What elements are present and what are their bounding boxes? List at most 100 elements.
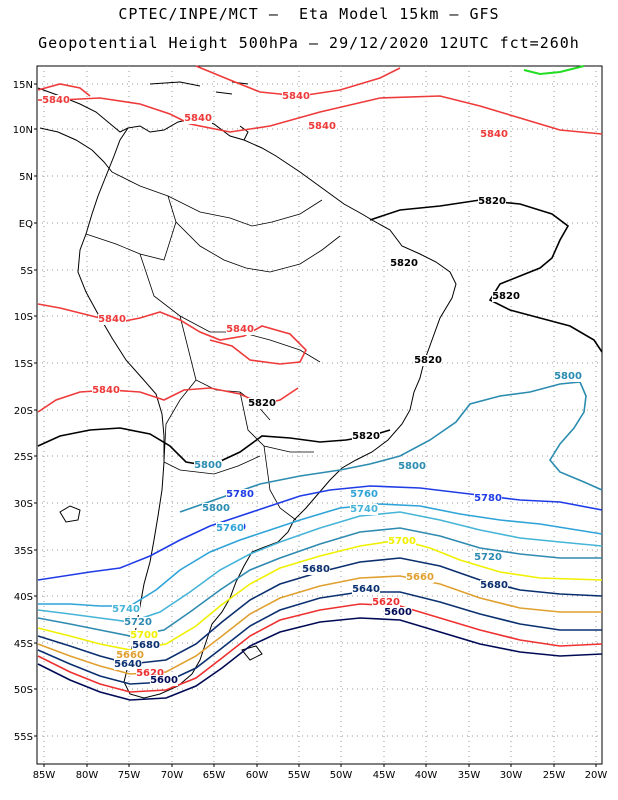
contour-label-5740: 5740	[112, 604, 140, 615]
contour-label-5600: 5600	[150, 675, 178, 686]
contour-label-bg	[136, 668, 164, 679]
contour-label-5820: 5820	[390, 258, 418, 269]
contour-label-5680: 5680	[480, 580, 508, 591]
contour-5600	[37, 617, 603, 701]
lat-tick-label: 40S	[14, 592, 33, 603]
lon-tick-label: 80W	[76, 770, 99, 781]
contour-label-5840: 5840	[308, 121, 336, 132]
lat-tick-label: 15S	[14, 359, 33, 370]
contour-label-bg	[130, 630, 158, 641]
lon-tick-label: 30W	[500, 770, 523, 781]
lon-tick-label: 75W	[118, 770, 141, 781]
contour-label-bg	[92, 385, 120, 396]
contour-5760	[38, 503, 603, 607]
contour-label-5840: 5840	[184, 113, 212, 124]
lon-tick-label: 55W	[288, 770, 311, 781]
contour-5620	[37, 603, 603, 693]
contour-label-bg	[194, 460, 222, 471]
contour-label-5820: 5820	[352, 431, 380, 442]
south-america-coastline	[77, 117, 457, 699]
contour-label-bg	[554, 371, 582, 382]
contour-label-5800: 5800	[398, 461, 426, 472]
contour-label-5600: 5600	[384, 607, 412, 618]
contour-label-bg	[352, 431, 380, 442]
contour-label-bg	[184, 113, 212, 124]
contour-5860-green	[523, 65, 585, 76]
contour-label-bg	[202, 503, 230, 514]
contour-label-5820: 5820	[414, 355, 442, 366]
chart-title-line2: Geopotential Height 500hPa – 29/12/2020 …	[38, 34, 580, 52]
contour-label-5800: 5800	[194, 460, 222, 471]
contour-labels: 5840 5840 5840 5840 5840 5840 5840 5840 5820 5820…	[42, 91, 582, 686]
contour-label-bg	[480, 580, 508, 591]
isla-island-west	[59, 505, 81, 523]
contour-label-5840: 5840	[282, 91, 310, 102]
contour-label-5820: 5820	[248, 398, 276, 409]
lat-tick-label: 35S	[14, 546, 33, 557]
contour-label-5840: 5840	[42, 95, 70, 106]
contour-label-5840: 5840	[480, 129, 508, 140]
contour-label-bg	[124, 617, 152, 628]
contour-label-5680: 5680	[302, 564, 330, 575]
contour-label-bg	[480, 129, 508, 140]
lon-tick-label: 65W	[203, 770, 226, 781]
contour-label-bg	[372, 597, 400, 608]
contour-label-bg	[248, 398, 276, 409]
lat-tick-label: 25S	[14, 452, 33, 463]
contour-5840-mid	[37, 303, 307, 365]
contour-label-5620: 5620	[136, 668, 164, 679]
lat-tick-label: EQ	[19, 219, 33, 230]
contour-5740	[37, 511, 603, 623]
lat-tick-label: 15N	[13, 80, 33, 91]
contour-label-5640: 5640	[352, 584, 380, 595]
lon-tick-label: 40W	[415, 770, 438, 781]
contour-label-bg	[492, 291, 520, 302]
lon-tick-label: 45W	[373, 770, 396, 781]
contour-label-bg	[390, 258, 418, 269]
contour-label-5660: 5660	[116, 650, 144, 661]
lat-tick-label: 5S	[20, 266, 33, 277]
contour-label-bg	[398, 461, 426, 472]
contour-label-bg	[282, 91, 310, 102]
contour-label-bg	[226, 324, 254, 335]
contour-label-bg	[116, 650, 144, 661]
contour-5840-north	[38, 95, 603, 135]
lat-tick-label: 10N	[13, 125, 33, 136]
contour-5660	[37, 575, 602, 675]
contour-label-bg	[474, 552, 502, 563]
caribbean-islands	[149, 81, 249, 141]
lat-tick-label: 55S	[14, 732, 33, 743]
lat-tick-label: 10S	[14, 312, 33, 323]
contour-label-bg	[150, 675, 178, 686]
lat-tick-label: 45S	[14, 639, 33, 650]
lat-tick-label: 50S	[14, 685, 33, 696]
contour-5800	[179, 381, 603, 513]
contour-label-bg	[114, 659, 142, 670]
contour-label-bg	[388, 536, 416, 547]
contour-label-bg	[384, 607, 412, 618]
contour-label-bg	[478, 196, 506, 207]
contour-label-5840: 5840	[98, 314, 126, 325]
contour-label-bg	[350, 504, 378, 515]
contour-label-bg	[216, 523, 244, 534]
contour-label-bg	[98, 314, 126, 325]
contour-label-5840: 5840	[92, 385, 120, 396]
chart-title-line1: CPTEC/INPE/MCT – Eta Model 15km – GFS	[118, 5, 500, 23]
contour-label-5760: 5760	[216, 523, 244, 534]
contour-label-bg	[308, 121, 336, 132]
lat-tick-label: 30S	[14, 499, 33, 510]
lon-tick-label: 50W	[330, 770, 353, 781]
lon-tick-label: 20W	[585, 770, 608, 781]
contour-label-bg	[350, 489, 378, 500]
contour-5720	[37, 527, 602, 637]
lat-tick-label: 20S	[14, 406, 33, 417]
contour-label-bg	[132, 640, 160, 651]
lon-tick-label: 70W	[161, 770, 184, 781]
contour-label-5640: 5640	[114, 659, 142, 670]
contour-label-bg	[42, 95, 70, 106]
contour-label-bg	[406, 572, 434, 583]
contour-label-5660: 5660	[406, 572, 434, 583]
map-frame	[36, 65, 603, 765]
contour-label-5820: 5820	[492, 291, 520, 302]
